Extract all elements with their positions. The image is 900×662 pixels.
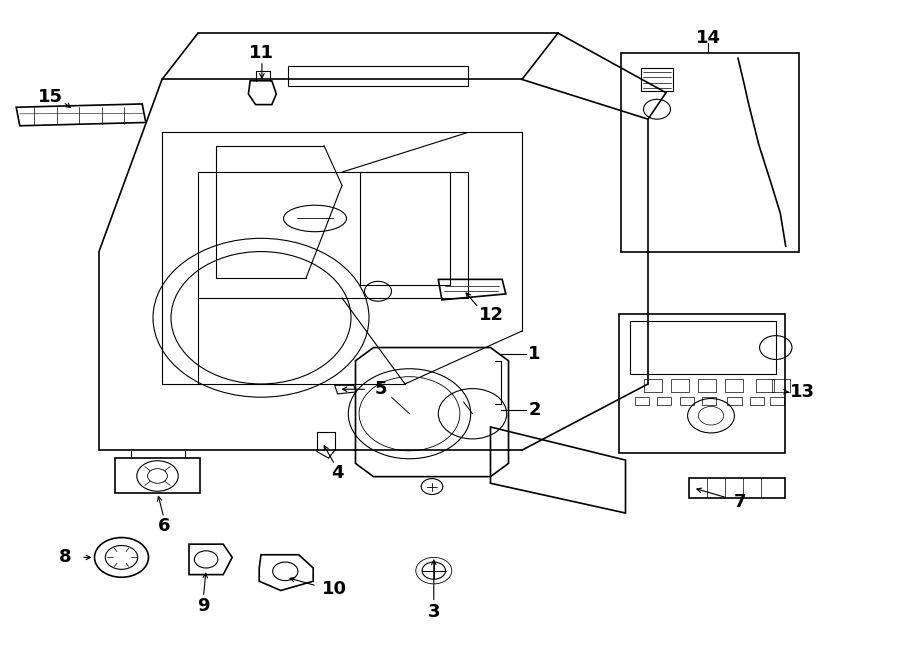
Text: 4: 4 [331, 464, 344, 483]
Text: 10: 10 [322, 580, 347, 598]
Text: 9: 9 [197, 596, 210, 615]
Text: 15: 15 [38, 87, 63, 106]
Text: 13: 13 [790, 383, 815, 401]
Text: 3: 3 [428, 603, 440, 622]
Text: 6: 6 [158, 516, 170, 535]
Text: 11: 11 [249, 44, 274, 62]
Text: 8: 8 [58, 548, 71, 567]
Text: 2: 2 [528, 401, 541, 420]
Text: 7: 7 [734, 493, 746, 511]
Text: 5: 5 [374, 380, 387, 399]
Text: 14: 14 [696, 29, 721, 48]
Text: 1: 1 [528, 345, 541, 363]
Text: 12: 12 [479, 306, 504, 324]
